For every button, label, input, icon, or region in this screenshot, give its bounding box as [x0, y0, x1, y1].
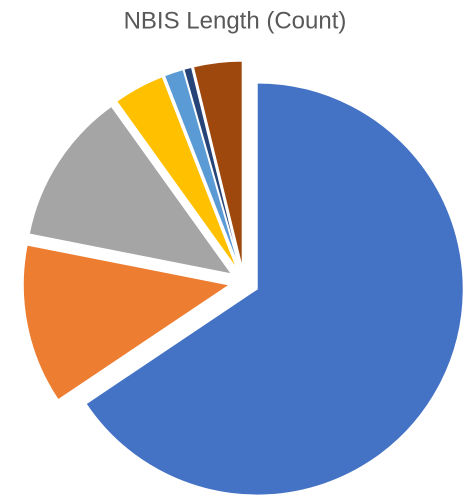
chart-title: NBIS Length (Count)	[124, 7, 347, 34]
pie-slice	[116, 76, 238, 270]
pie-slice	[183, 66, 241, 268]
pie-slice	[28, 105, 233, 275]
pie-slice	[192, 60, 243, 268]
pie-slice	[85, 82, 464, 496]
pie-slice	[163, 68, 240, 268]
pie-slice	[22, 244, 231, 401]
